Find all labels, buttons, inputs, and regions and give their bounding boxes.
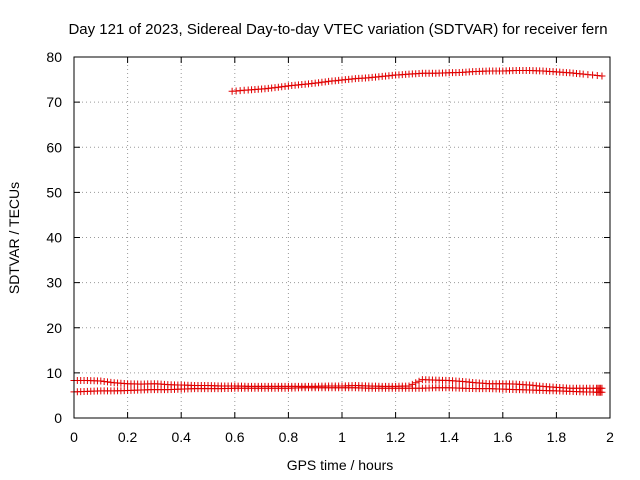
y-tick-label: 30 bbox=[46, 275, 62, 291]
x-tick-label: 0.8 bbox=[279, 429, 299, 445]
y-tick-label: 40 bbox=[46, 230, 62, 246]
axis-ticks bbox=[73, 56, 611, 419]
y-tick-label: 20 bbox=[46, 320, 62, 336]
series-satellite-track-a bbox=[228, 67, 606, 95]
x-tick-label: 0.2 bbox=[118, 429, 138, 445]
y-tick-label: 60 bbox=[46, 139, 62, 155]
x-tick-label: 2 bbox=[606, 429, 614, 445]
y-tick-label: 80 bbox=[46, 49, 62, 65]
grid-lines bbox=[74, 57, 610, 418]
x-tick-label: 1.4 bbox=[439, 429, 459, 445]
x-tick-labels: 0 0.2 0.4 0.6 0.8 1 1.2 1.4 1.6 1.8 2 bbox=[70, 429, 614, 445]
y-tick-labels: 0 10 20 30 40 50 60 70 80 bbox=[46, 49, 62, 426]
series-satellite-track-c bbox=[70, 384, 606, 396]
x-tick-label: 1 bbox=[338, 429, 346, 445]
data-points bbox=[70, 67, 606, 396]
x-tick-label: 1.8 bbox=[547, 429, 567, 445]
x-tick-label: 1.2 bbox=[386, 429, 406, 445]
y-tick-label: 50 bbox=[46, 184, 62, 200]
x-tick-label: 0 bbox=[70, 429, 78, 445]
y-tick-label: 70 bbox=[46, 94, 62, 110]
chart-title: Day 121 of 2023, Sidereal Day-to-day VTE… bbox=[68, 21, 607, 38]
data-point-plus bbox=[415, 377, 423, 385]
x-tick-label: 0.4 bbox=[171, 429, 191, 445]
y-axis-label: SDTVAR / TECUs bbox=[6, 182, 22, 294]
y-tick-label: 10 bbox=[46, 365, 62, 381]
data-point-plus bbox=[598, 388, 606, 396]
data-point-plus bbox=[598, 72, 606, 80]
y-tick-label: 0 bbox=[54, 410, 62, 426]
x-tick-label: 0.6 bbox=[225, 429, 245, 445]
x-axis-label: GPS time / hours bbox=[287, 457, 394, 473]
x-tick-label: 1.6 bbox=[493, 429, 513, 445]
